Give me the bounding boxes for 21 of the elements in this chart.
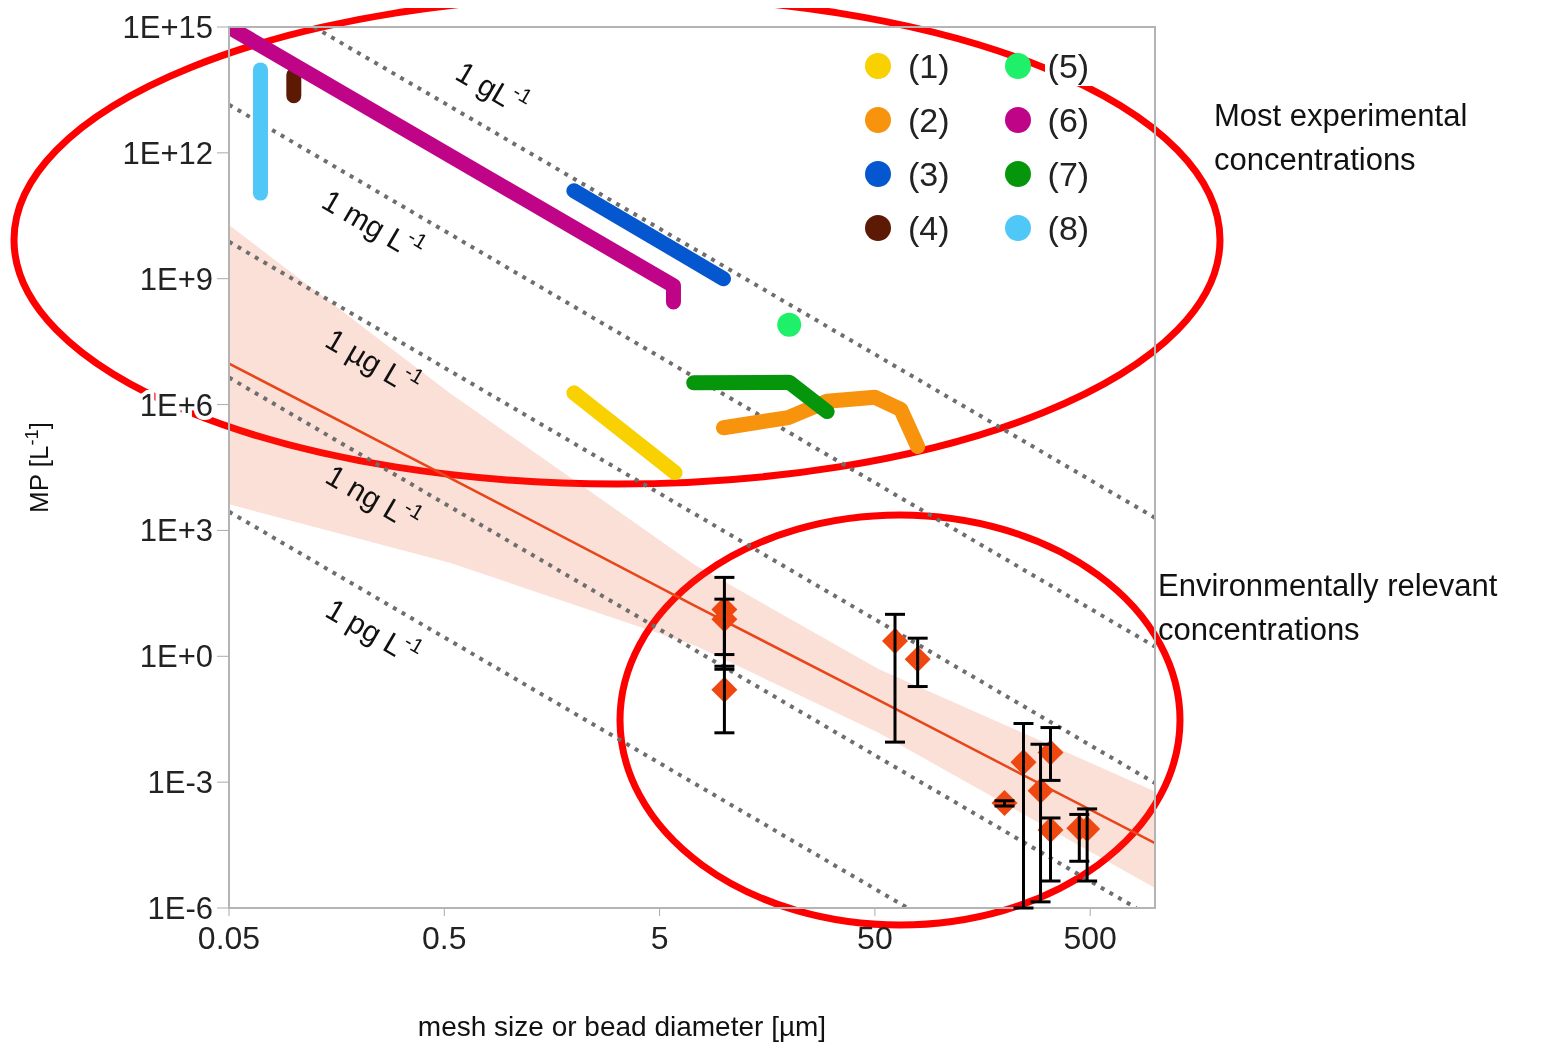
legend-label: (1) xyxy=(905,46,953,86)
x-tick-label: 50 xyxy=(857,919,893,956)
legend-label: (6) xyxy=(1044,100,1093,140)
y-tick-label: 1E-3 xyxy=(147,765,213,801)
legend-label: (7) xyxy=(1044,154,1093,194)
y-tick-label: 1E+9 xyxy=(139,261,213,297)
y-tick-label: 1E+15 xyxy=(122,10,213,46)
y-tick-label: 1E+0 xyxy=(139,639,213,675)
x-axis-title: mesh size or bead diameter [µm] xyxy=(417,1011,827,1042)
x-tick-label: 500 xyxy=(1063,919,1117,956)
legend-label: (5) xyxy=(1044,46,1093,86)
text: Most experimental concentrations xyxy=(1214,97,1469,179)
legend-label: (8) xyxy=(1044,208,1093,248)
legend-label: (4) xyxy=(905,208,953,248)
x-tick-label: 0.5 xyxy=(422,919,467,956)
x-tick-label: 5 xyxy=(650,919,669,956)
legend-label: (2) xyxy=(905,100,953,140)
text: Environmentally relevant concentrations xyxy=(1158,567,1499,649)
y-tick-label: 1E+3 xyxy=(139,513,213,549)
legend-label: (3) xyxy=(905,154,953,194)
y-tick-label: 1E+12 xyxy=(122,135,213,171)
